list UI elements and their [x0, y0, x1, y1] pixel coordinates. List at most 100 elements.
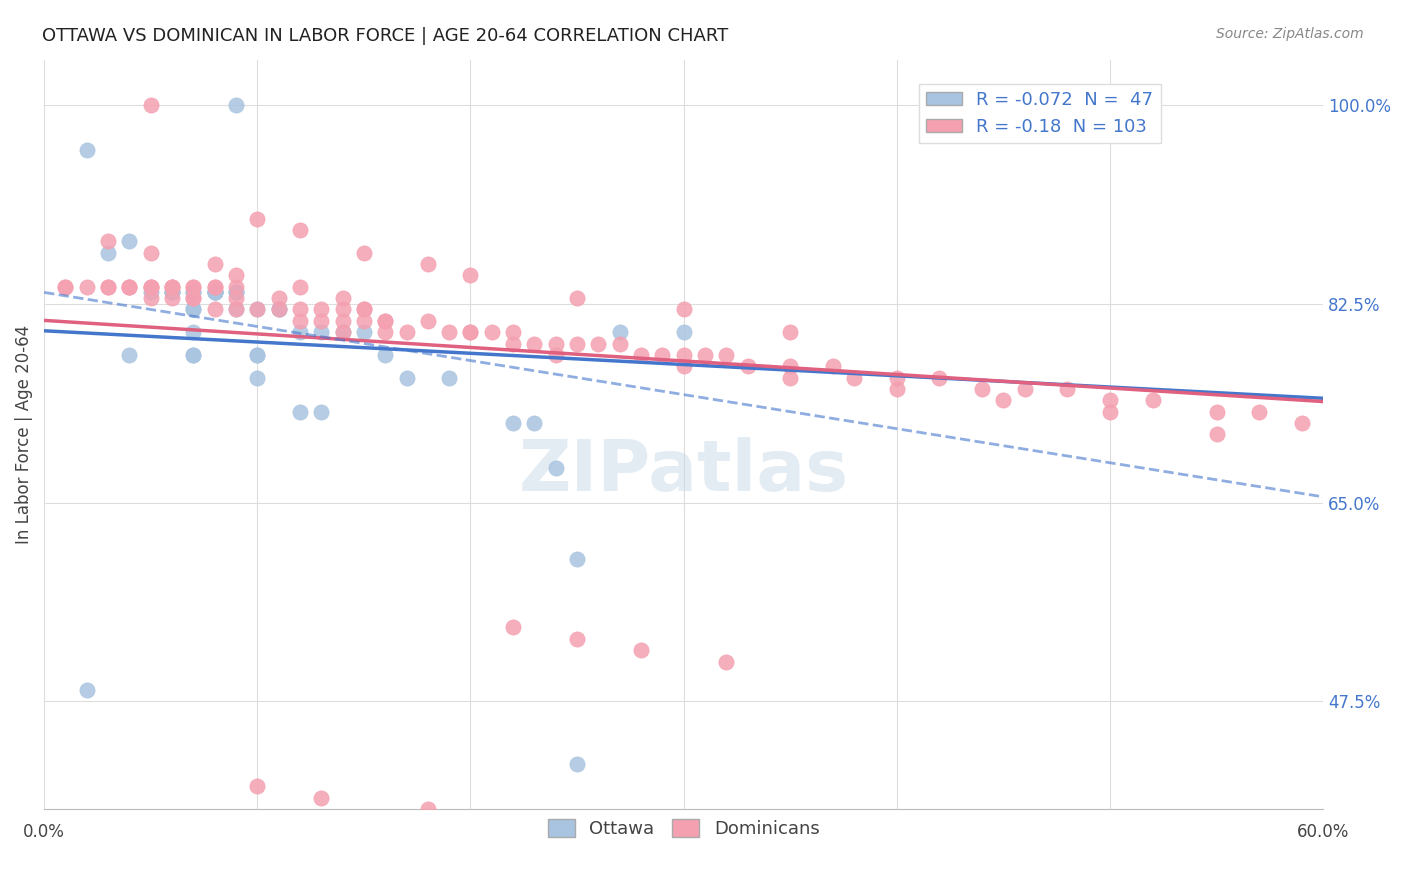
- Point: [460, 325, 482, 339]
- Point: [76, 279, 98, 293]
- Point: [970, 382, 993, 396]
- Point: [737, 359, 759, 374]
- Point: [225, 268, 247, 283]
- Point: [395, 370, 418, 384]
- Point: [565, 632, 588, 646]
- Point: [160, 285, 183, 300]
- Point: [118, 279, 141, 293]
- Point: [204, 279, 226, 293]
- Point: [672, 302, 695, 317]
- Point: [139, 279, 162, 293]
- Point: [716, 348, 738, 362]
- Point: [225, 285, 247, 300]
- Point: [460, 325, 482, 339]
- Point: [246, 348, 269, 362]
- Point: [353, 302, 375, 317]
- Point: [183, 279, 205, 293]
- Point: [309, 790, 332, 805]
- Point: [353, 314, 375, 328]
- Point: [288, 279, 311, 293]
- Point: [139, 98, 162, 112]
- Text: OTTAWA VS DOMINICAN IN LABOR FORCE | AGE 20-64 CORRELATION CHART: OTTAWA VS DOMINICAN IN LABOR FORCE | AGE…: [42, 27, 728, 45]
- Point: [672, 359, 695, 374]
- Point: [630, 348, 652, 362]
- Point: [204, 285, 226, 300]
- Point: [332, 325, 354, 339]
- Point: [437, 325, 460, 339]
- Point: [693, 348, 716, 362]
- Point: [309, 325, 332, 339]
- Point: [821, 359, 844, 374]
- Point: [204, 279, 226, 293]
- Point: [416, 802, 439, 816]
- Point: [416, 257, 439, 271]
- Point: [288, 314, 311, 328]
- Point: [76, 682, 98, 697]
- Point: [1098, 393, 1121, 408]
- Point: [1205, 404, 1227, 418]
- Point: [332, 302, 354, 317]
- Point: [204, 285, 226, 300]
- Point: [160, 291, 183, 305]
- Point: [225, 302, 247, 317]
- Point: [565, 756, 588, 771]
- Point: [993, 393, 1015, 408]
- Point: [267, 291, 290, 305]
- Point: [183, 348, 205, 362]
- Point: [246, 348, 269, 362]
- Point: [204, 257, 226, 271]
- Point: [225, 279, 247, 293]
- Point: [353, 302, 375, 317]
- Point: [1205, 427, 1227, 442]
- Point: [565, 336, 588, 351]
- Point: [779, 359, 801, 374]
- Point: [523, 336, 546, 351]
- Point: [246, 211, 269, 226]
- Point: [928, 370, 950, 384]
- Point: [118, 235, 141, 249]
- Point: [97, 279, 120, 293]
- Legend: Ottawa, Dominicans: Ottawa, Dominicans: [540, 812, 827, 845]
- Point: [309, 302, 332, 317]
- Point: [1142, 393, 1164, 408]
- Point: [544, 461, 567, 475]
- Point: [246, 302, 269, 317]
- Point: [97, 279, 120, 293]
- Point: [309, 314, 332, 328]
- Point: [267, 302, 290, 317]
- Point: [183, 325, 205, 339]
- Point: [481, 325, 503, 339]
- Point: [55, 279, 77, 293]
- Point: [716, 655, 738, 669]
- Point: [1014, 382, 1036, 396]
- Point: [267, 302, 290, 317]
- Point: [183, 285, 205, 300]
- Point: [183, 285, 205, 300]
- Point: [97, 235, 120, 249]
- Y-axis label: In Labor Force | Age 20-64: In Labor Force | Age 20-64: [15, 325, 32, 544]
- Point: [544, 348, 567, 362]
- Point: [288, 404, 311, 418]
- Point: [183, 279, 205, 293]
- Point: [779, 370, 801, 384]
- Point: [886, 370, 908, 384]
- Point: [502, 416, 524, 430]
- Point: [118, 279, 141, 293]
- Text: 0.0%: 0.0%: [22, 822, 65, 841]
- Text: 60.0%: 60.0%: [1296, 822, 1350, 841]
- Point: [139, 245, 162, 260]
- Point: [160, 279, 183, 293]
- Point: [267, 302, 290, 317]
- Point: [97, 245, 120, 260]
- Point: [332, 291, 354, 305]
- Point: [437, 370, 460, 384]
- Point: [183, 348, 205, 362]
- Point: [225, 98, 247, 112]
- Point: [374, 314, 396, 328]
- Point: [779, 325, 801, 339]
- Point: [183, 302, 205, 317]
- Point: [672, 348, 695, 362]
- Point: [246, 370, 269, 384]
- Point: [183, 291, 205, 305]
- Point: [1291, 416, 1313, 430]
